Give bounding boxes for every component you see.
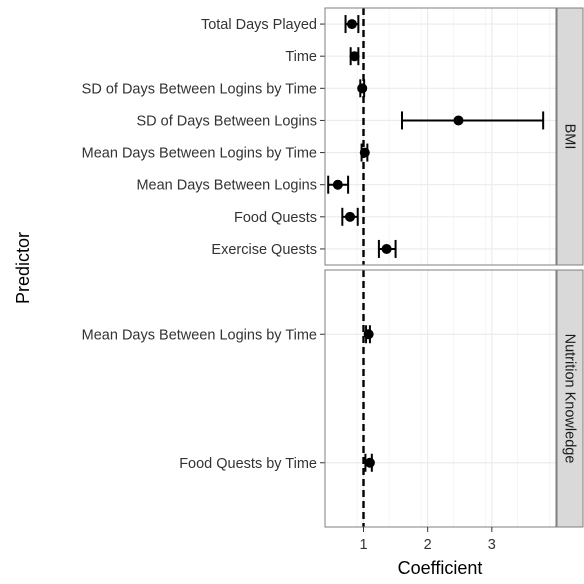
facet-strip-label: Nutrition Knowledge bbox=[562, 334, 578, 464]
y-axis-title: Predictor bbox=[13, 232, 33, 304]
x-tick-label: 1 bbox=[359, 537, 367, 553]
x-tick-label: 3 bbox=[488, 537, 496, 553]
estimate-point bbox=[363, 329, 374, 340]
x-tick-label: 2 bbox=[424, 537, 432, 553]
facet-strip bbox=[556, 7, 584, 266]
estimate-point bbox=[332, 179, 343, 190]
estimate-point bbox=[359, 147, 370, 158]
x-axis-title: Coefficient bbox=[398, 558, 483, 578]
estimate-point bbox=[453, 115, 464, 126]
y-tick-label: Mean Days Between Logins bbox=[136, 178, 317, 194]
facet-strip-label: BMI bbox=[562, 124, 578, 150]
y-tick-label: Food Quests bbox=[234, 210, 317, 226]
estimate-point bbox=[346, 19, 357, 30]
y-tick-label: Mean Days Between Logins by Time bbox=[82, 146, 317, 162]
frame-layer bbox=[320, 7, 584, 532]
y-tick-label: Exercise Quests bbox=[211, 242, 317, 258]
estimate-point bbox=[357, 83, 368, 94]
text-layer: Total Days Played Time SD of Days Between … bbox=[82, 17, 578, 553]
y-tick-label: SD of Days Between Logins by Time bbox=[82, 81, 317, 97]
estimate-point bbox=[349, 51, 360, 62]
y-tick-label: Total Days Played bbox=[201, 17, 317, 33]
estimate-point bbox=[345, 211, 356, 222]
marks-layer bbox=[327, 15, 545, 472]
estimate-point bbox=[364, 457, 375, 468]
panel-border bbox=[324, 7, 557, 266]
panel-background bbox=[325, 270, 556, 527]
panel-background bbox=[325, 8, 556, 265]
y-tick-label: SD of Days Between Logins bbox=[136, 113, 317, 129]
panel-border bbox=[324, 269, 557, 528]
y-tick-label: Mean Days Between Logins by Time bbox=[82, 327, 317, 343]
y-tick-label: Food Quests by Time bbox=[179, 456, 317, 472]
estimate-point bbox=[381, 243, 392, 254]
facet-strip bbox=[556, 269, 584, 528]
y-tick-label: Time bbox=[285, 49, 317, 65]
